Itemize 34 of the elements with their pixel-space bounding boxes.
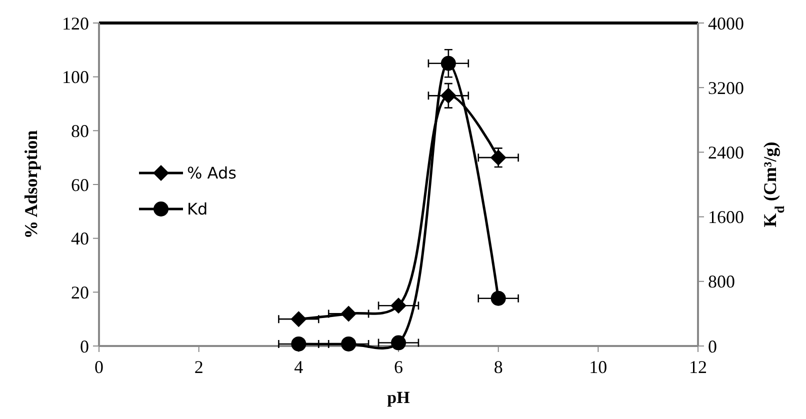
point — [440, 88, 456, 104]
x-tick-label: 12 — [689, 357, 707, 377]
x-tick-label: 8 — [494, 357, 503, 377]
y-tick-label: 60 — [71, 174, 89, 195]
y-tick-label: 120 — [62, 13, 89, 34]
x-tick-label: 6 — [394, 357, 403, 377]
x-tick-label: 10 — [589, 357, 608, 377]
y-tick-label: 20 — [71, 282, 89, 302]
y2-tick-label: 0 — [708, 336, 717, 356]
y2-tick-label: 1600 — [708, 207, 744, 228]
x-axis-title: pH — [387, 388, 410, 407]
point — [291, 336, 306, 352]
y-axis-title: % Adsorption — [21, 130, 41, 239]
point — [290, 311, 307, 328]
legend-label: Kd — [187, 200, 208, 219]
y2-tick-label: 3200 — [708, 78, 744, 98]
legend-label: % Ads — [187, 164, 236, 183]
point — [440, 56, 456, 71]
point — [340, 306, 357, 322]
point — [391, 335, 406, 350]
y2-tick-label: 800 — [708, 272, 735, 292]
x-tick-label: 0 — [94, 357, 104, 377]
y-tick-label: 0 — [80, 336, 89, 356]
y-tick-label: 80 — [71, 120, 89, 141]
point — [341, 336, 356, 352]
x-tick-label: 2 — [194, 357, 204, 377]
y2-tick-label: 2400 — [708, 142, 744, 162]
point — [490, 150, 506, 166]
point — [390, 298, 406, 314]
x-tick-label: 4 — [294, 357, 304, 377]
y2-tick-label: 4000 — [708, 13, 744, 34]
point — [490, 290, 506, 306]
y-tick-label: 40 — [71, 228, 89, 249]
y-tick-label: 100 — [62, 67, 89, 88]
